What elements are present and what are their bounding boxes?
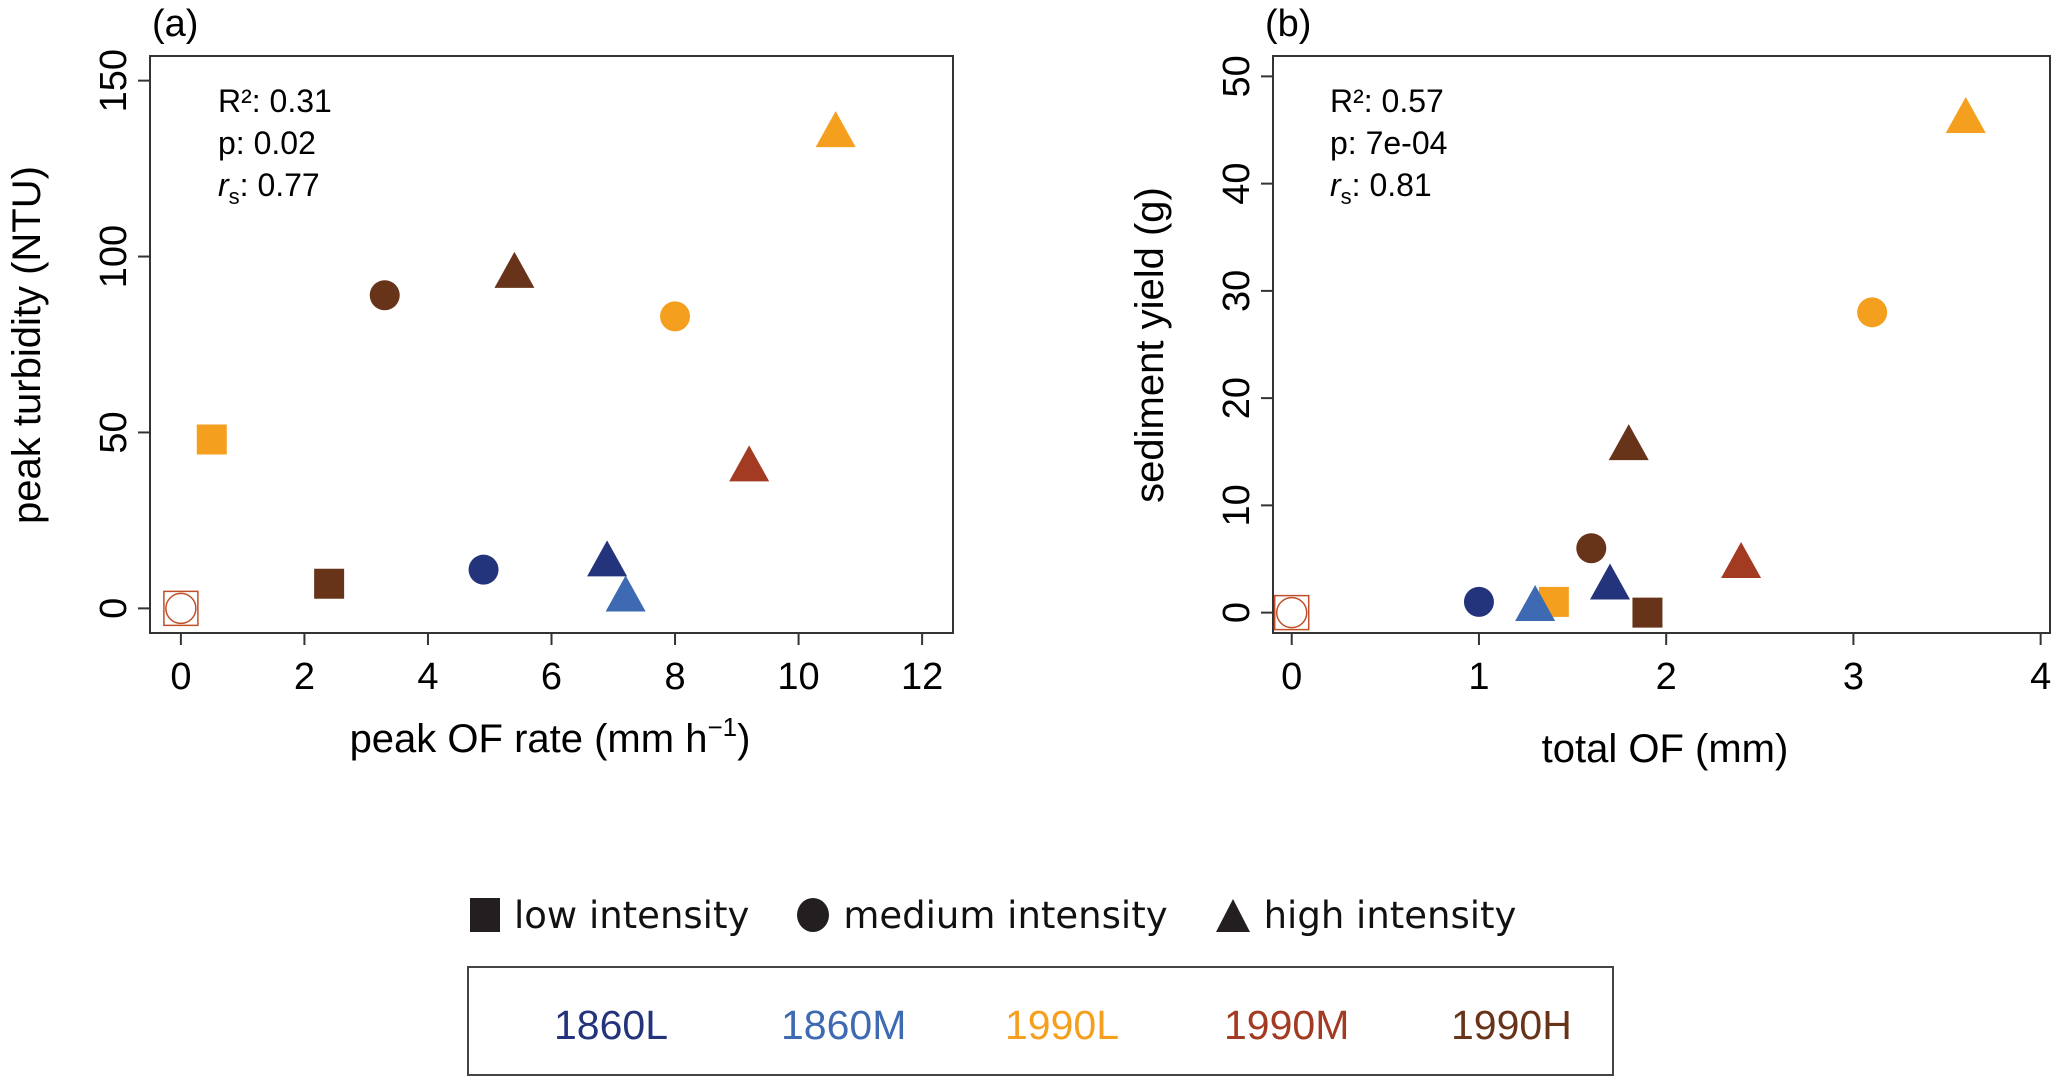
color-legend: 1860L 1860M 1990L 1990M 1990H — [467, 966, 1614, 1076]
stat-p-b: p: 7e-04 — [1330, 125, 1447, 161]
x-tick-label: 0 — [1281, 656, 1302, 698]
x-axis-title-b: total OF (mm) — [1542, 727, 1789, 771]
x-axis-title-a: peak OF rate (mm h−1) — [350, 712, 751, 761]
shape-legend-label: medium intensity — [843, 893, 1168, 937]
shape-legend-item-low: low intensity — [470, 894, 749, 937]
point-1990L-triangle — [1945, 96, 1986, 133]
shape-legend: low intensity medium intensity high inte… — [470, 885, 1620, 945]
point-1990L-circle — [660, 301, 691, 332]
y-tick-label: 20 — [1216, 377, 1258, 419]
triangle-icon — [1215, 898, 1250, 932]
stat-rs-a: rs: 0.77 — [218, 167, 320, 209]
panel-label-a: (a) — [152, 3, 198, 45]
y-tick-label: 100 — [93, 225, 135, 288]
outlier-circle — [165, 592, 197, 625]
x-tick-label: 4 — [417, 656, 438, 698]
x-tick-label: 10 — [777, 656, 819, 698]
x-tick-label: 2 — [1656, 656, 1677, 698]
point-1990L-circle — [1857, 297, 1888, 328]
color-legend-1990L: 1990L — [1005, 1002, 1120, 1048]
x-tick-label: 4 — [2030, 656, 2051, 698]
point-1990H-triangle — [494, 251, 535, 288]
stat-rs-b: rs: 0.81 — [1330, 167, 1432, 209]
square-icon — [470, 898, 500, 932]
color-legend-1990H: 1990H — [1451, 1002, 1572, 1048]
point-1990L-square — [196, 424, 227, 455]
color-legend-1860L: 1860L — [554, 1002, 669, 1048]
x-tick-label: 3 — [1843, 656, 1864, 698]
point-1990H-circle — [369, 280, 400, 311]
point-1860L-circle — [1463, 586, 1494, 617]
point-1860M-triangle — [605, 575, 646, 612]
point-1990H-circle — [1576, 533, 1607, 564]
y-tick-label: 0 — [93, 598, 135, 619]
outlier-circle — [1275, 596, 1308, 629]
x-tick-label: 2 — [294, 656, 315, 698]
color-legend-1990M: 1990M — [1224, 1002, 1350, 1048]
point-1990H-square — [1632, 597, 1663, 628]
point-1990M-triangle — [729, 445, 770, 482]
y-tick-label: 50 — [1216, 55, 1258, 97]
shape-legend-item-high: high intensity — [1215, 893, 1517, 937]
point-1990H-triangle — [1608, 424, 1649, 461]
point-1860L-triangle — [1590, 563, 1631, 600]
y-axis-title-a: peak turbidity (NTU) — [5, 166, 49, 524]
plot-frame-b — [1272, 55, 2051, 634]
x-tick-label: 0 — [170, 656, 191, 698]
point-outlier-open — [163, 590, 199, 627]
y-axis-title-b: sediment yield (g) — [1128, 187, 1172, 503]
panel-a: (a) 0 2 4 6 8 10 12 0 50 100 150 R²: 0.31 p: 0.02… — [5, 3, 954, 761]
y-tick-label: 10 — [1216, 484, 1258, 526]
circle-icon — [797, 898, 830, 932]
panel-label-b: (b) — [1265, 3, 1311, 45]
shape-legend-label: low intensity — [514, 893, 750, 937]
point-1860L-circle — [468, 554, 499, 585]
x-tick-label: 12 — [901, 656, 943, 698]
point-1990H-square — [314, 568, 345, 599]
outlier-square — [163, 590, 199, 627]
shape-legend-item-medium: medium intensity — [797, 893, 1168, 937]
x-tick-label: 6 — [541, 656, 562, 698]
x-tick-label: 1 — [1468, 656, 1489, 698]
shape-legend-label: high intensity — [1263, 893, 1517, 937]
point-1860L-triangle — [587, 540, 628, 577]
point-1860M-triangle — [1515, 584, 1556, 621]
y-tick-label: 50 — [93, 411, 135, 453]
y-tick-label: 40 — [1216, 162, 1258, 204]
color-legend-1860M: 1860M — [781, 1002, 907, 1048]
x-tick-label: 8 — [664, 656, 685, 698]
point-1990M-triangle — [1721, 542, 1762, 579]
outlier-square — [1273, 594, 1310, 631]
y-tick-label: 30 — [1216, 270, 1258, 312]
y-tick-label: 0 — [1216, 602, 1258, 623]
stat-p-a: p: 0.02 — [218, 125, 316, 161]
stat-r2-b: R²: 0.57 — [1330, 83, 1444, 119]
point-outlier-open — [1273, 594, 1310, 631]
stat-r2-a: R²: 0.31 — [218, 83, 332, 119]
y-tick-label: 150 — [93, 49, 135, 112]
point-1990L-triangle — [815, 111, 856, 148]
